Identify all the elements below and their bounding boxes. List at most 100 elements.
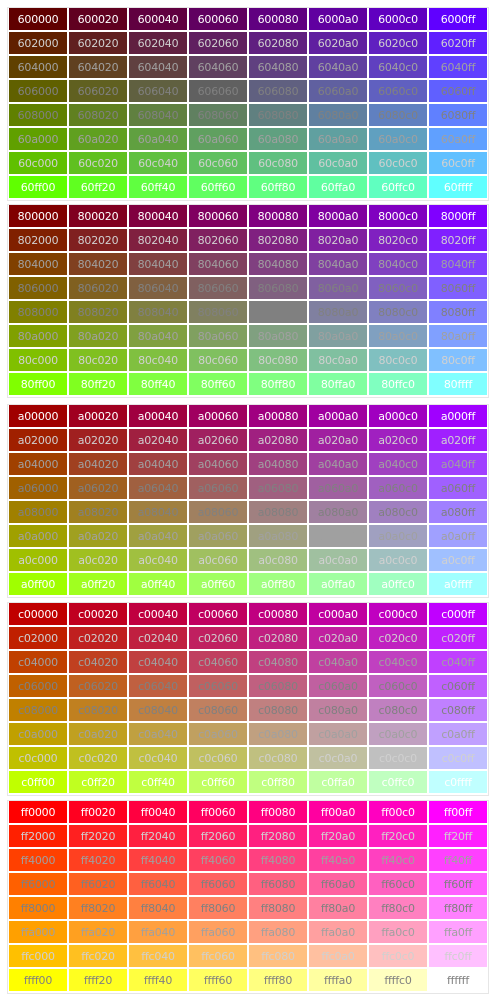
color-swatch: c08080 [249, 699, 307, 721]
color-swatch: 600080 [249, 8, 307, 30]
color-swatch: ff20c0 [369, 825, 427, 847]
color-swatch: ff2060 [189, 825, 247, 847]
color-swatch: a0c0c0 [369, 549, 427, 571]
color-swatch: 80a040 [129, 325, 187, 347]
swatch-row: a0a000 a0a020 a0a040 a0a060 a0a080 a0a0a0 a0a0… [8, 525, 488, 547]
color-swatch: a04080 [249, 453, 307, 475]
color-swatch: 80ffff [429, 373, 487, 395]
color-swatch: ff0060 [189, 801, 247, 823]
color-swatch: 60c000 [9, 152, 67, 174]
color-swatch: a08000 [9, 501, 67, 523]
color-swatch: 604020 [69, 56, 127, 78]
color-swatch: a0c000 [9, 549, 67, 571]
swatch-row: c08000 c08020 c08040 c08060 c08080 c080a0 c080… [8, 699, 488, 721]
color-swatch: c02040 [129, 627, 187, 649]
color-swatch: 604060 [189, 56, 247, 78]
color-swatch: c0a0ff [429, 723, 487, 745]
color-swatch: 80c000 [9, 349, 67, 371]
color-swatch: 60a0a0 [309, 128, 367, 150]
color-swatch: a080ff [429, 501, 487, 523]
color-swatch: a020a0 [309, 429, 367, 451]
color-swatch: c0ff60 [189, 771, 247, 793]
color-swatch: 600040 [129, 8, 187, 30]
color-swatch: 6000c0 [369, 8, 427, 30]
color-swatch: 8060a0 [309, 277, 367, 299]
color-swatch: c0c080 [249, 747, 307, 769]
color-swatch: 8000a0 [309, 205, 367, 227]
color-swatch: ff20a0 [309, 825, 367, 847]
color-swatch: ff2000 [9, 825, 67, 847]
color-swatch: ff6040 [129, 873, 187, 895]
color-swatch: a0c060 [189, 549, 247, 571]
color-swatch: a08080 [249, 501, 307, 523]
color-swatch: 806040 [129, 277, 187, 299]
color-swatch: ff40a0 [309, 849, 367, 871]
color-swatch: 608020 [69, 104, 127, 126]
color-swatch: 60c080 [249, 152, 307, 174]
color-swatch: c0ffff [429, 771, 487, 793]
color-swatch: c040c0 [369, 651, 427, 673]
color-swatch: ff4060 [189, 849, 247, 871]
color-swatch: a02040 [129, 429, 187, 451]
color-swatch: ff8080 [249, 897, 307, 919]
color-swatch: ff80ff [429, 897, 487, 919]
color-swatch: 8020ff [429, 229, 487, 251]
color-swatch: c02080 [249, 627, 307, 649]
color-swatch: c0ffc0 [369, 771, 427, 793]
color-swatch: a0a0c0 [369, 525, 427, 547]
color-swatch: c0c040 [129, 747, 187, 769]
color-swatch: 804040 [129, 253, 187, 275]
color-swatch: c06040 [129, 675, 187, 697]
color-swatch: c00080 [249, 603, 307, 625]
color-swatch: a0c040 [129, 549, 187, 571]
swatch-row: a04000 a04020 a04040 a04060 a04080 a040a0 a040… [8, 453, 488, 475]
color-swatch: 80c080 [249, 349, 307, 371]
color-swatch: 808040 [129, 301, 187, 323]
color-swatch: ff60a0 [309, 873, 367, 895]
color-swatch: a0a060 [189, 525, 247, 547]
color-swatch: 8080ff [429, 301, 487, 323]
color-swatch: a0ffff [429, 573, 487, 595]
color-swatch: 80a0a0 [309, 325, 367, 347]
color-swatch: ffffff [429, 969, 487, 991]
color-swatch: a040ff [429, 453, 487, 475]
color-swatch: 806020 [69, 277, 127, 299]
swatch-row: 80a000 80a020 80a040 80a060 80a080 80a0a0 80a0… [8, 325, 488, 347]
color-swatch: a0a0ff [429, 525, 487, 547]
color-swatch: ffff40 [129, 969, 187, 991]
color-swatch: a06080 [249, 477, 307, 499]
color-swatch: 60a060 [189, 128, 247, 150]
color-swatch: c0ffa0 [309, 771, 367, 793]
color-swatch: 606040 [129, 80, 187, 102]
color-swatch: ffa0c0 [369, 921, 427, 943]
color-swatch: ffff60 [189, 969, 247, 991]
color-swatch: 80c0c0 [369, 349, 427, 371]
color-swatch: a0c0ff [429, 549, 487, 571]
color-swatch: 6040a0 [309, 56, 367, 78]
color-swatch: 80c0a0 [309, 349, 367, 371]
color-swatch: c00040 [129, 603, 187, 625]
swatch-row: ff6000 ff6020 ff6040 ff6060 ff6080 ff60a0 ff60… [8, 873, 488, 895]
color-swatch: ff40c0 [369, 849, 427, 871]
color-swatch: 8040c0 [369, 253, 427, 275]
color-swatch: 80ff40 [129, 373, 187, 395]
color-swatch: c0a080 [249, 723, 307, 745]
swatch-row: 606000 606020 606040 606060 606080 6060a0 6060… [8, 80, 488, 102]
color-swatch: ffc000 [9, 945, 67, 967]
swatch-row: 802000 802020 802040 802060 802080 8020a0 8020… [8, 229, 488, 251]
color-swatch: a000c0 [369, 405, 427, 427]
color-swatch: ff2080 [249, 825, 307, 847]
color-swatch: 8080a0 [309, 301, 367, 323]
color-swatch: a06020 [69, 477, 127, 499]
color-swatch: c0a060 [189, 723, 247, 745]
color-swatch: ff0020 [69, 801, 127, 823]
color-swatch: a00040 [129, 405, 187, 427]
color-swatch: a0ffa0 [309, 573, 367, 595]
color-swatch: ff80c0 [369, 897, 427, 919]
color-swatch: ff8020 [69, 897, 127, 919]
color-swatch: 60a000 [9, 128, 67, 150]
color-swatch: 808000 [9, 301, 67, 323]
color-swatch: 60ff20 [69, 176, 127, 198]
color-swatch: 802060 [189, 229, 247, 251]
color-swatch: 8080c0 [369, 301, 427, 323]
